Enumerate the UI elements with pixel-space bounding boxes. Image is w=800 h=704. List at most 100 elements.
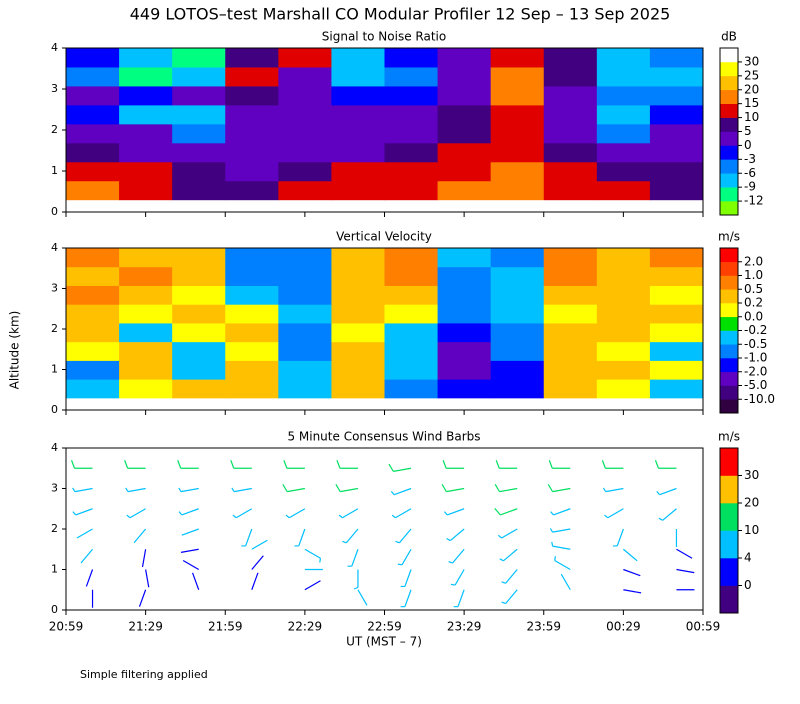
barb-shaft xyxy=(142,549,145,567)
heat-cell xyxy=(66,67,120,86)
heat-cell xyxy=(438,105,492,124)
y-tick-label: 1 xyxy=(51,563,58,576)
heat-cell xyxy=(172,48,226,67)
heat-cell xyxy=(438,124,492,143)
panel-title: Vertical Velocity xyxy=(336,230,432,244)
colorbar-label: 0.2 xyxy=(744,296,763,310)
wind-barb xyxy=(179,488,199,492)
colorbar-label: 4 xyxy=(744,551,752,565)
barb-shaft xyxy=(77,529,93,538)
wind-barb xyxy=(495,484,517,491)
colorbar-label: 1.0 xyxy=(744,268,763,282)
heat-cell xyxy=(385,267,439,286)
barb-shaft xyxy=(503,549,517,561)
heat-cell xyxy=(331,285,385,304)
heat-cell xyxy=(491,48,545,67)
heat-cell xyxy=(172,379,226,398)
heat-cell xyxy=(331,48,385,67)
heat-cell xyxy=(544,67,598,86)
heat-cell xyxy=(172,124,226,143)
heat-cell xyxy=(66,248,120,267)
barb-shaft xyxy=(358,590,367,606)
heat-cell xyxy=(225,48,279,67)
heat-cell xyxy=(119,342,173,361)
wind-barb xyxy=(179,509,199,515)
heat-cell xyxy=(385,162,439,181)
y-tick-label: 0 xyxy=(51,603,58,616)
heat-cell xyxy=(544,360,598,379)
heat-cell xyxy=(225,285,279,304)
y-tick-label: 4 xyxy=(51,441,58,454)
heat-cell xyxy=(331,360,385,379)
wind-barb xyxy=(252,556,264,570)
barb-shaft xyxy=(561,574,570,590)
barb-shaft xyxy=(606,489,624,492)
heat-cell xyxy=(438,48,492,67)
barb-half xyxy=(233,515,236,518)
barb-half xyxy=(552,542,553,546)
colorbar-band xyxy=(720,62,738,76)
wind-barb xyxy=(125,460,146,468)
colorbar-label: 15 xyxy=(744,96,759,110)
heat-cell xyxy=(438,360,492,379)
heat-cell xyxy=(491,379,545,398)
heat-cell xyxy=(650,379,704,398)
barb-half xyxy=(604,515,607,518)
heat-cell xyxy=(119,360,173,379)
colorbar-band xyxy=(720,531,738,559)
heat-cell xyxy=(278,105,332,124)
heat-cell xyxy=(597,162,651,181)
wind-barb xyxy=(127,509,146,518)
x-tick-label: 00:29 xyxy=(606,620,641,634)
colorbar-band xyxy=(720,90,738,104)
heat-cell xyxy=(597,304,651,323)
colorbar-band xyxy=(720,558,738,586)
wind-barb xyxy=(193,573,199,590)
heat-cell xyxy=(438,162,492,181)
wind-barb xyxy=(284,460,305,468)
wind-barb xyxy=(551,509,571,515)
barb-half xyxy=(179,488,181,492)
colorbar-label: -0.2 xyxy=(744,323,767,337)
heat-cell xyxy=(385,67,439,86)
wind-barb xyxy=(561,574,570,590)
wind-barb xyxy=(444,509,464,515)
wind-barb xyxy=(305,549,321,562)
barb-shaft xyxy=(394,489,411,495)
barb-shaft xyxy=(402,549,411,565)
y-tick-label: 4 xyxy=(51,241,58,254)
wind-barb xyxy=(337,460,358,468)
wind-barb xyxy=(613,529,623,546)
barb-flag xyxy=(178,460,181,468)
heat-cell xyxy=(278,360,332,379)
heat-cell xyxy=(225,267,279,286)
heat-cell xyxy=(438,267,492,286)
heat-cell xyxy=(172,248,226,267)
heat-cell xyxy=(650,267,704,286)
barb-flag xyxy=(389,464,393,471)
heat-cell xyxy=(119,67,173,86)
heat-cell xyxy=(650,162,704,181)
colorbar-band xyxy=(720,132,738,146)
barb-flag xyxy=(283,484,287,491)
colorbar-unit: m/s xyxy=(718,430,740,444)
y-tick-label: 3 xyxy=(51,82,58,95)
heat-cell xyxy=(66,48,120,67)
heat-cell xyxy=(544,267,598,286)
colorbar-band xyxy=(720,159,738,173)
wind-barb xyxy=(401,590,411,607)
heat-cell xyxy=(385,48,439,67)
heat-cell xyxy=(225,143,279,162)
heat-cell xyxy=(385,248,439,267)
barb-half xyxy=(286,515,289,518)
heat-cell xyxy=(172,342,226,361)
heat-cell xyxy=(491,86,545,105)
colorbar-band xyxy=(720,372,738,386)
heat-cell xyxy=(438,342,492,361)
barb-shaft xyxy=(660,489,677,495)
wind-barb xyxy=(126,488,146,492)
wind-barb xyxy=(552,542,571,549)
heat-cell xyxy=(278,285,332,304)
heat-cell xyxy=(491,67,545,86)
barb-shaft xyxy=(346,529,358,543)
